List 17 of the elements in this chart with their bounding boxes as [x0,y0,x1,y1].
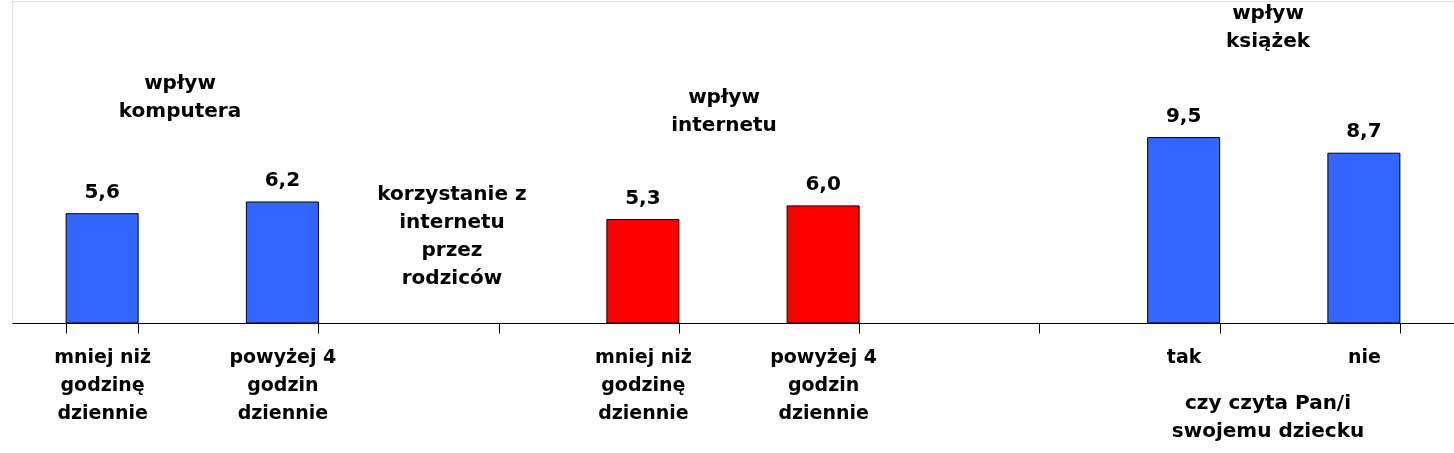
data-label: 6,2 [264,167,301,192]
x-tick-label: tak [1166,344,1202,367]
x-tick-label: nie [1347,344,1381,367]
annotation: wpływ internetu [671,84,777,136]
data-label: 6,0 [805,170,841,195]
annotation: wpływ komputera [118,70,242,122]
x-tick-label: mniej niż godzinę dziennie [54,344,152,423]
annotation: wpływ książek [1225,0,1311,52]
x-tick-label: mniej niż godzinę dziennie [594,344,692,423]
x-tick-label: powyżej 4 godzin dziennie [770,344,878,423]
text: czy czyta Pan/i swojemu dziecku [1171,390,1365,442]
data-label: 5,3 [625,184,661,209]
data-label: 8,7 [1346,118,1382,143]
x-tick-label: powyżej 4 godzin dziennie [229,344,337,423]
data-label: 5,6 [84,178,120,203]
annotation: korzystanie z internetu przez rodziców [377,181,527,289]
data-label: 9,5 [1165,102,1202,127]
